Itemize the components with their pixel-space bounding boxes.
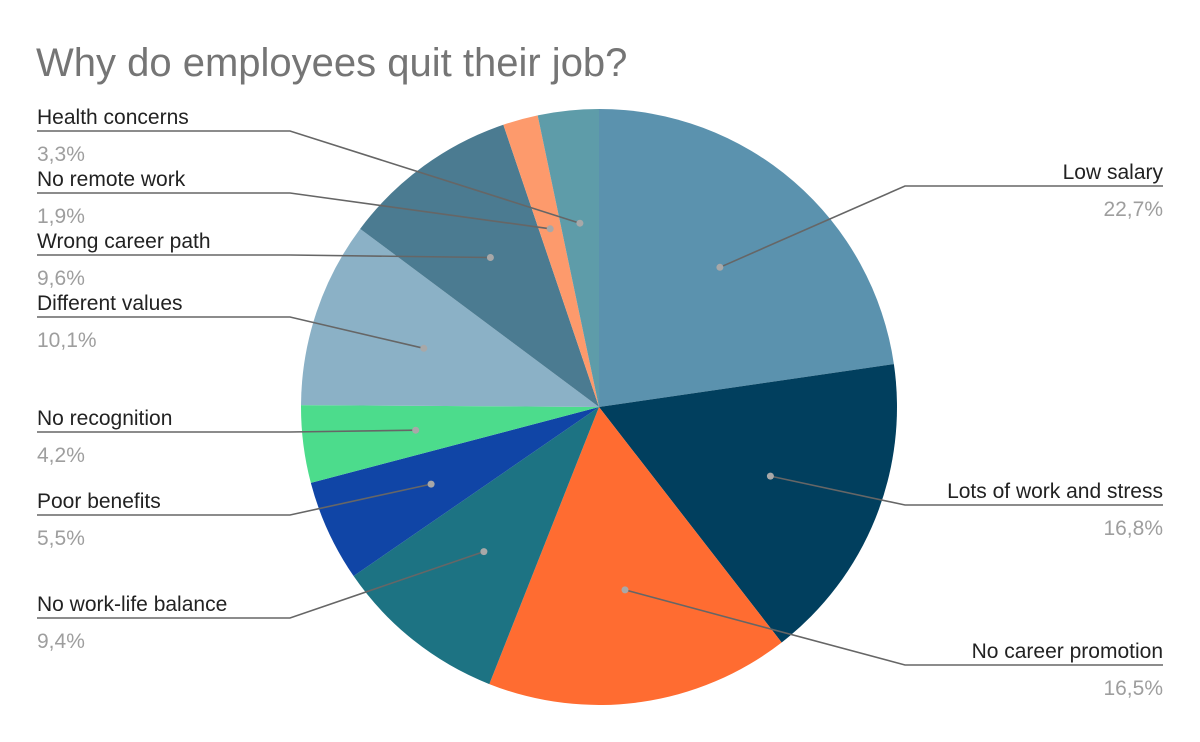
leader-line-lots-of-work-and-stress [770,475,1163,506]
pie-slices [301,109,897,705]
leader-line-no-remote-work [37,192,551,230]
leader-dot-no-work-life-balance [480,548,488,556]
slice-value-wrong-career-path: 9,6% [37,267,85,290]
slice-value-health-concerns: 3,3% [37,143,85,166]
leader-line-no-recognition [37,429,416,433]
leader-line-different-values [37,316,424,350]
leader-dot-no-recognition [412,426,420,434]
leader-line-low-salary [719,185,1163,269]
slice-label-health-concerns: Health concerns [37,106,189,129]
leader-line-poor-benefits [37,483,432,516]
slice-label-wrong-career-path: Wrong career path [37,230,211,253]
pie-slice-poor-benefits [310,407,599,577]
slice-value-lots-of-work-and-stress: 16,8% [1103,517,1163,540]
slice-label-low-salary: Low salary [1063,161,1164,184]
slice-label-poor-benefits: Poor benefits [37,490,161,513]
slice-label-no-recognition: No recognition [37,407,172,430]
slice-label-no-career-promotion: No career promotion [972,640,1163,663]
slice-value-no-work-life-balance: 9,4% [37,630,85,653]
leader-lines [37,130,1163,666]
pie-slice-no-work-life-balance [353,407,599,685]
pie-slice-health-concerns [537,109,599,407]
pie-slice-low-salary [599,109,894,407]
leader-dot-no-remote-work [546,225,554,233]
pie-slice-wrong-career-path [360,124,599,407]
pie-slice-no-recognition [301,405,599,483]
pie-slice-lots-of-work-and-stress [599,364,897,643]
leader-dot-lots-of-work-and-stress [766,472,774,480]
leader-dot-no-career-promotion [621,586,629,594]
slice-labels: Low salary 22,7% Lots of work and stress 16… [37,106,1163,700]
slice-value-no-recognition: 4,2% [37,444,85,467]
leader-line-no-career-promotion [624,589,1163,666]
slice-label-no-work-life-balance: No work-life balance [37,593,227,616]
slice-label-no-remote-work: No remote work [37,168,186,191]
slice-value-low-salary: 22,7% [1103,198,1163,221]
pie-slice-no-career-promotion [489,407,782,705]
leader-dot-wrong-career-path [486,254,494,261]
slice-label-lots-of-work-and-stress: Lots of work and stress [947,480,1163,503]
leader-line-no-work-life-balance [37,550,485,619]
chart-title: Why do employees quit their job? [36,41,627,85]
leader-line-wrong-career-path [37,254,491,259]
slice-value-different-values: 10,1% [37,329,97,352]
pie-slice-no-remote-work [503,115,599,407]
leader-line-health-concerns [37,130,581,224]
leader-dot-different-values [420,344,428,352]
slice-label-different-values: Different values [37,292,183,315]
leader-dot-poor-benefits [427,480,435,488]
slice-value-poor-benefits: 5,5% [37,527,85,550]
slice-value-no-remote-work: 1,9% [37,205,85,228]
slice-value-no-career-promotion: 16,5% [1103,677,1163,700]
pie-slice-different-values [301,228,599,407]
leader-dot-low-salary [716,263,724,271]
leader-dot-health-concerns [576,219,584,227]
